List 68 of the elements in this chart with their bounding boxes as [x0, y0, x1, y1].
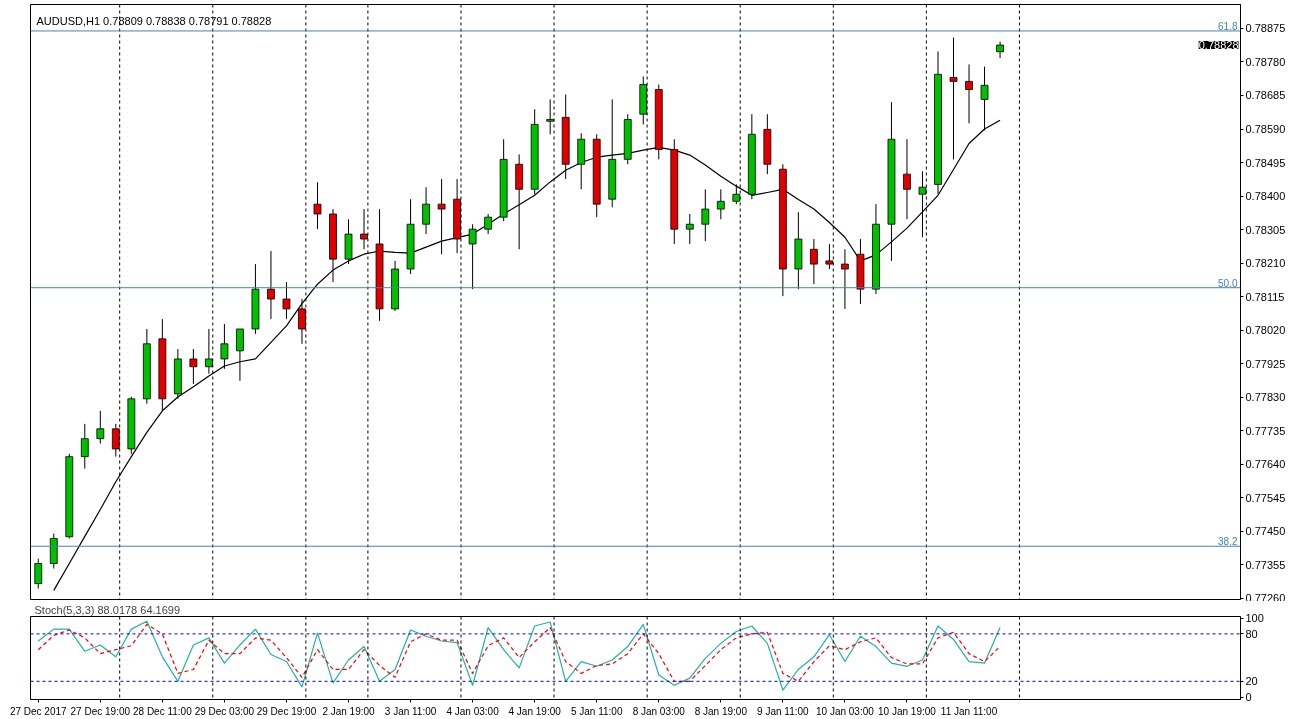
y-tick-label: 20 [1245, 675, 1258, 688]
y-tick-label: 0.78780 [1245, 55, 1286, 68]
candlestick [996, 41, 1004, 59]
y-tick-label: 0.78685 [1245, 89, 1286, 102]
y-tick-label: 0.77830 [1245, 391, 1286, 404]
y-tick-label: 0.78495 [1245, 156, 1286, 169]
chart-title: Stoch(5,3,3) 88.0178 64.1699 [34, 604, 181, 616]
x-tick-label: 9 Jan 11:00 [757, 705, 810, 717]
candlestick [267, 250, 275, 320]
x-tick-label: 5 Jan 11:00 [570, 705, 623, 717]
annotation: 50.0 [1218, 277, 1238, 289]
candlestick [810, 238, 818, 285]
annotation: 61.8 [1218, 20, 1238, 32]
y-tick-label: 0.78400 [1245, 190, 1286, 203]
y-tick-label: 100 [1245, 612, 1264, 625]
candlestick [701, 188, 710, 242]
y-tick-label: 0.78020 [1245, 324, 1286, 337]
annotation: 0.78828 [1198, 39, 1239, 52]
y-tick-label: 0.77260 [1245, 591, 1286, 604]
line-series [37, 623, 1001, 682]
x-tick-label: 29 Dec 03:00 [194, 705, 255, 717]
y-tick-label: 0.78875 [1245, 22, 1286, 35]
candlestick [716, 188, 725, 220]
candlestick [685, 213, 694, 245]
y-tick-label: 0.77640 [1245, 458, 1286, 471]
x-tick-label: 29 Dec 19:00 [256, 705, 317, 717]
x-tick-label: 11 Jan 11:00 [940, 705, 998, 717]
x-tick-label: 3 Jan 11:00 [384, 705, 437, 717]
x-tick-label: 4 Jan 03:00 [446, 705, 500, 717]
y-tick-label: 0.78305 [1245, 223, 1286, 236]
y-tick-label: 0.77450 [1245, 525, 1286, 538]
y-tick-label: 0 [1245, 691, 1252, 704]
candlestick [468, 223, 477, 290]
candlestick [220, 323, 229, 370]
candlestick [236, 328, 244, 382]
text: AUDUSD,H1 0.78809 0.78838 0.78791 0.78828 [36, 14, 272, 27]
y-tick-label: 0.78115 [1245, 290, 1285, 303]
y-tick-label: 0.78590 [1245, 123, 1286, 135]
candlestick [80, 423, 89, 470]
x-tick-label: 8 Jan 19:00 [694, 705, 748, 717]
x-tick-label: 10 Jan 19:00 [878, 705, 937, 717]
y-tick-label: 0.77545 [1245, 491, 1286, 504]
y-tick-label: 0.77925 [1245, 357, 1286, 370]
candlestick [422, 186, 430, 235]
x-tick-label: 27 Dec 2017 [9, 705, 68, 717]
annotation: 38.2 [1218, 536, 1238, 548]
candlestick [949, 37, 958, 160]
x-tick-label: 8 Jan 03:00 [632, 705, 686, 717]
candlestick [34, 558, 43, 590]
x-tick-label: 2 Jan 19:00 [322, 705, 376, 717]
candlestick [189, 348, 198, 385]
x-tick-label: 28 Dec 11:00 [132, 705, 193, 717]
candlestick [313, 181, 322, 230]
candlestick [282, 281, 291, 320]
y-tick-label: 0.78210 [1245, 257, 1286, 270]
candlestick [841, 248, 849, 310]
candlestick [437, 178, 446, 255]
candlestick [903, 138, 911, 220]
y-tick-label: 0.77355 [1245, 558, 1286, 571]
y-tick-label: 80 [1245, 627, 1258, 640]
y-tick-label: 0.77735 [1245, 424, 1286, 437]
candlestick [484, 213, 493, 235]
x-tick-label: 27 Dec 19:00 [70, 705, 131, 717]
x-tick-label: 4 Jan 19:00 [508, 705, 562, 717]
candlestick [96, 410, 105, 445]
candlestick [965, 63, 973, 124]
x-tick-label: 10 Jan 03:00 [816, 705, 875, 717]
line-series [37, 620, 1001, 691]
